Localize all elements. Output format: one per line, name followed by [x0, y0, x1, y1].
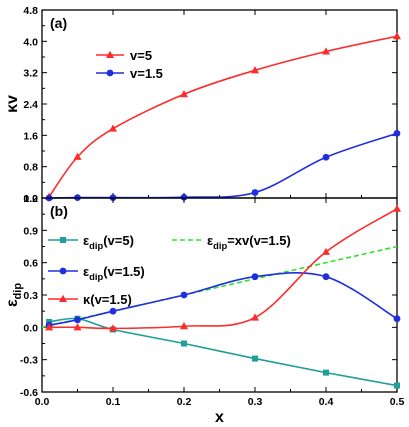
data-point: [393, 32, 401, 40]
data-point: [322, 247, 330, 255]
series-line: [48, 35, 398, 198]
legend-marker: [106, 69, 114, 77]
legend-label: εdip(v=1.5): [83, 264, 145, 282]
series-1: [45, 129, 401, 202]
data-point: [180, 90, 188, 98]
series-0: [46, 315, 400, 389]
data-point: [322, 273, 330, 281]
y-tick-label: -0.6: [20, 387, 38, 399]
legend-label: v=5: [130, 48, 152, 63]
data-point: [323, 369, 329, 376]
data-point: [251, 189, 259, 196]
series-0: [45, 32, 401, 200]
data-point: [73, 323, 82, 331]
x-axis-label: x: [215, 409, 224, 426]
panel-b: -0.6-0.30.00.30.60.91.20.0 0.1 0.2 0.3 0.4 0.…: [4, 193, 404, 426]
data-point: [74, 316, 81, 324]
series-line: [49, 208, 398, 330]
y-tick-label: 3.2: [23, 68, 38, 80]
data-point: [322, 47, 330, 55]
x-tick-label: 0.4: [319, 396, 334, 408]
y-axis-label: κv: [4, 95, 21, 113]
data-point: [393, 129, 401, 137]
y-tick-label: 1.2: [23, 193, 38, 205]
y-tick-label: 0.6: [23, 258, 38, 270]
data-point: [251, 66, 259, 74]
panel-label: (b): [50, 203, 68, 219]
data-point: [180, 193, 188, 201]
series-line: [49, 132, 398, 199]
data-point: [180, 322, 188, 330]
legend-label: εdip(v=5): [83, 233, 134, 251]
legend-a: v=5 v=1.5: [96, 48, 163, 81]
y-tick-label: 4.8: [23, 5, 38, 17]
data-point: [181, 340, 187, 347]
legend-marker: [59, 267, 67, 275]
panel-label: (a): [50, 15, 67, 31]
data-point: [393, 204, 401, 212]
x-tick-label: 0.1: [106, 396, 121, 408]
y-tick-label: -0.3: [20, 355, 38, 367]
data-point: [109, 324, 117, 332]
y-tick-label: 4.0: [23, 36, 38, 48]
y-axis-label: εdip: [4, 283, 24, 307]
x-tick-label: 0.5: [390, 396, 405, 408]
plot-frame: [41, 9, 398, 199]
y-tick-label: 0.0: [23, 193, 38, 205]
data-point: [322, 153, 330, 161]
legend-label: εdip=xv(v=1.5): [207, 233, 291, 251]
data-point: [180, 291, 188, 299]
y-tick-label: 0.0: [23, 322, 38, 334]
data-point: [393, 315, 401, 323]
data-point: [251, 313, 259, 321]
x-tick-label: 0.3: [248, 396, 263, 408]
legend-b: εdip(v=5) εdip=xv(v=1.5) εdip(v=1.5) κ(v=1.…: [48, 233, 291, 307]
data-point: [252, 355, 258, 362]
y-tick-label: 0.3: [23, 290, 38, 302]
x-tick-label: 0.2: [177, 396, 192, 408]
y-tick-label: 2.4: [23, 99, 38, 111]
y-tick-label: 1.6: [23, 130, 38, 142]
legend-label: v=1.5: [130, 66, 163, 81]
data-point: [109, 124, 117, 132]
data-point: [394, 382, 400, 389]
legend-marker: [106, 50, 114, 58]
legend-marker: [59, 294, 67, 302]
x-tick-label: 0.0: [35, 396, 50, 408]
data-point: [45, 323, 54, 331]
panel-a: 0.0 0.8 1.6 2.4 3.2 4.0 4.8 (a) κv: [4, 5, 401, 205]
y-tick-label: 0.9: [23, 225, 38, 237]
data-point: [251, 273, 259, 281]
data-point: [109, 307, 117, 315]
series-3: [45, 204, 401, 332]
data-point: [73, 152, 82, 160]
legend-label: κ(v=1.5): [83, 292, 132, 307]
legend-marker: [60, 237, 66, 243]
y-tick-label: 0.8: [23, 162, 38, 174]
